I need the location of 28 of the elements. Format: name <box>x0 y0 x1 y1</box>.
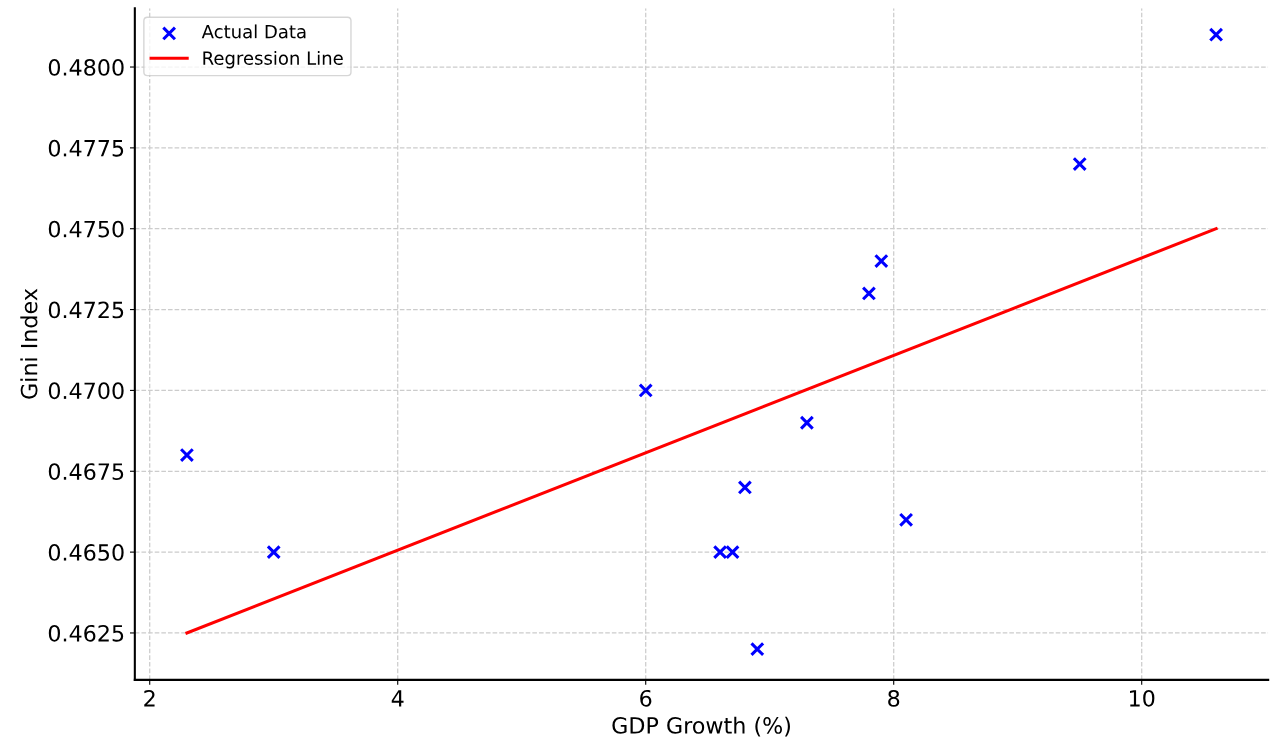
point <box>179 447 195 463</box>
y-axis-title: Gini Index <box>20 288 38 399</box>
x-tick-label: 6 <box>640 689 652 707</box>
point <box>1208 27 1224 43</box>
point <box>898 512 914 528</box>
point <box>266 544 282 560</box>
x-tick-label: 4 <box>391 690 404 707</box>
x-tick-label: 8 <box>888 689 900 707</box>
point <box>861 286 877 301</box>
y-tick-label: 0.4650 <box>48 544 124 561</box>
y-tick-label: 0.4625 <box>48 624 124 642</box>
x-tick-label: 2 <box>144 689 155 707</box>
y-tick-label: 0.4725 <box>48 301 124 319</box>
y-tick-label: 0.4750 <box>48 220 124 238</box>
point <box>873 253 889 269</box>
point <box>1072 156 1088 172</box>
point <box>749 641 765 657</box>
point <box>799 415 815 431</box>
legend-label: Actual Data <box>201 24 306 39</box>
y-tick-label: 0.4775 <box>48 139 124 157</box>
y-tick-label: 0.4800 <box>48 58 124 76</box>
point <box>737 480 753 495</box>
y-tick-label: 0.4675 <box>48 463 124 481</box>
x-axis-title: GDP Growth (%) <box>612 716 790 737</box>
y-tick-label: 0.4700 <box>48 382 124 400</box>
legend-label: Regression Line <box>203 50 343 69</box>
x-tick-label: 10 <box>1130 689 1155 707</box>
point <box>638 383 654 398</box>
